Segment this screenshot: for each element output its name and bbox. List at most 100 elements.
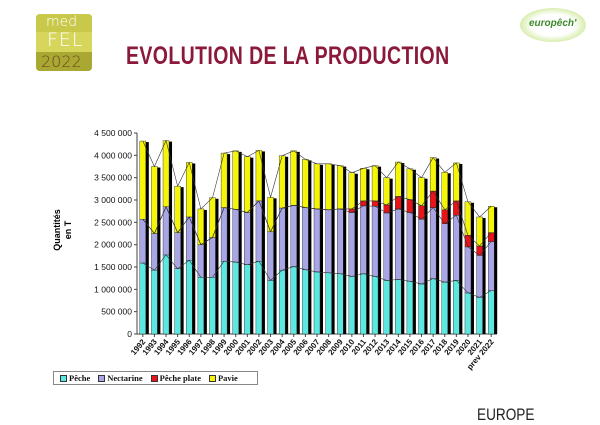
legend-swatch: [208, 374, 216, 382]
region-label: EUROPE: [477, 405, 535, 424]
chart-legend: Pêche Nectarine Pêche plate Pavie: [53, 371, 258, 385]
bar-segment-nectarine-2012: [371, 206, 379, 277]
bar-segment-p-che-1998: [209, 277, 216, 335]
bar-segment-pavie-2021: [476, 216, 483, 247]
series-connector-line: [142, 139, 492, 218]
bar-segment-pavie-2016: [418, 177, 425, 207]
bar-segment-pavie-2019: [453, 162, 460, 202]
logo-text-year: 2022: [41, 52, 82, 71]
bar-segment-nectarine-2010: [348, 212, 356, 277]
bar-segment-p-che-2012: [371, 276, 379, 335]
bar-segment-nectarine-1997: [197, 244, 205, 278]
bar-segment-p-che-2003: [267, 280, 274, 335]
bar-segment-p-che-2016: [418, 283, 425, 335]
series-connector-line: [142, 190, 492, 247]
bar-segment-nectarine-1999: [220, 207, 228, 262]
bar-segment-p-che-2004: [278, 269, 286, 335]
y-tick-label: 4 500 000: [94, 128, 132, 138]
brand-text: europêch': [529, 18, 577, 29]
bar-segment-nectarine-2015: [406, 212, 414, 282]
y-tick-label: 2 000 000: [94, 240, 132, 250]
bar-segment-p-che-1992: [139, 262, 147, 335]
bar-segment-p-che-2014: [395, 279, 402, 335]
bar-segment-nectarine-2007: [313, 208, 321, 273]
bar-segment-nectarine-1993: [151, 233, 158, 271]
legend-label: Nectarine: [107, 373, 143, 383]
bar-segment-nectarine-2008: [325, 209, 332, 274]
bar-segment-pavie-2013: [383, 177, 390, 206]
bar-segment-p-che-1994: [162, 254, 170, 335]
bar-segment-pavie-2000: [232, 150, 239, 210]
y-tick-label: 3 000 000: [94, 195, 132, 205]
bar-segment-p-che-2006: [302, 269, 309, 335]
bar-segment-nectarine-2011: [360, 205, 367, 274]
bar-segment-p-che-2001: [244, 264, 251, 335]
bar-segment-pavie-2014: [395, 161, 402, 197]
legend-item: Pavie: [208, 373, 238, 383]
bar-segment-nectarine-2009: [337, 208, 344, 274]
bar-segment-pavie-2018: [441, 172, 448, 211]
bar-segment-p-che-1997: [197, 277, 205, 335]
bar-segment-nectarine-1998: [209, 237, 216, 278]
bar-segment-pavie-2017: [429, 157, 437, 192]
y-tick-label: 1 500 000: [94, 262, 132, 272]
bar-segment-p-che-2013: [383, 280, 390, 335]
bar-segment-pavie-2006: [302, 159, 309, 208]
slide-title: EVOLUTION DE LA PRODUCTION: [126, 42, 450, 70]
legend-item: Pêche: [60, 373, 90, 383]
bar-segment-nectarine-2014: [395, 208, 402, 280]
bar-segment-pavie-2007: [313, 163, 321, 210]
bar-segment-pavie-1994: [162, 140, 170, 207]
bar-segment-p-che-1993: [151, 269, 158, 335]
bar-segment-p-che-1996: [186, 260, 193, 335]
bar-segment-pavie-2020: [464, 201, 472, 236]
y-tick-label: 1 000 000: [94, 284, 132, 294]
bar-segment-nectarine-2016: [418, 219, 425, 285]
logo-text-med: med: [46, 14, 78, 30]
bar-segment-p-che-2010: [348, 276, 356, 335]
bar-segment-nectarine-2021: [476, 255, 483, 298]
bar-segment-pavie-prev-2022: [487, 206, 495, 233]
legend-label: Pavie: [217, 373, 238, 383]
bar-segment-nectarine-2013: [383, 212, 390, 281]
bar-segment-p-che-2018: [441, 281, 448, 335]
bar-segment-p-che-plate-2015: [406, 199, 414, 213]
bar-segment-nectarine-2006: [302, 207, 309, 270]
bar-segment-p-che-2000: [232, 261, 239, 335]
legend-item: Pêche plate: [150, 373, 201, 383]
series-connector-line: [142, 254, 492, 298]
bar-segment-nectarine-2000: [232, 209, 239, 263]
bar-segment-nectarine-2004: [278, 207, 286, 271]
bar-segment-p-che-2015: [406, 281, 414, 335]
y-axis-title: Quantitésen T: [52, 209, 73, 251]
bar-segment-p-che-2008: [325, 272, 332, 335]
medfel-2022-logo: med FEL 2022: [36, 14, 92, 71]
bar-segment-nectarine-2018: [441, 223, 448, 283]
bar-segment-p-che-2020: [464, 292, 472, 335]
bar-segment-p-che-prev-2022: [487, 290, 495, 335]
logo-text-fel: FEL: [47, 29, 84, 51]
bar-segment-p-che-2011: [360, 273, 367, 335]
bar-segment-p-che-plate-2018: [441, 209, 448, 224]
bar-segment-pavie-2015: [406, 168, 414, 200]
bar-segment-p-che-1995: [174, 268, 181, 335]
bar-segment-p-che-1999: [220, 260, 228, 335]
bar-segment-nectarine-2017: [429, 207, 437, 279]
bar-segment-nectarine-2005: [290, 205, 297, 267]
bar-segment-pavie-2008: [325, 163, 332, 211]
legend-label: Pêche: [69, 373, 91, 383]
legend-label: Pêche plate: [159, 373, 201, 383]
bar-segment-nectarine-2002: [255, 200, 263, 262]
bar-segment-p-che-plate-2011: [360, 200, 367, 207]
bar-segment-pavie-2001: [244, 156, 251, 213]
bar-segment-pavie-2005: [290, 150, 297, 206]
bar-segment-nectarine-1992: [139, 219, 147, 264]
bar-segment-p-che-plate-prev-2022: [487, 232, 495, 242]
bar-segment-p-che-2021: [476, 297, 483, 335]
y-tick-label: 0: [127, 329, 132, 339]
bar-segment-pavie-1995: [174, 185, 181, 233]
bar-segment-pavie-2011: [360, 168, 367, 202]
legend-swatch: [98, 374, 106, 382]
bar-segment-pavie-2010: [348, 172, 356, 210]
